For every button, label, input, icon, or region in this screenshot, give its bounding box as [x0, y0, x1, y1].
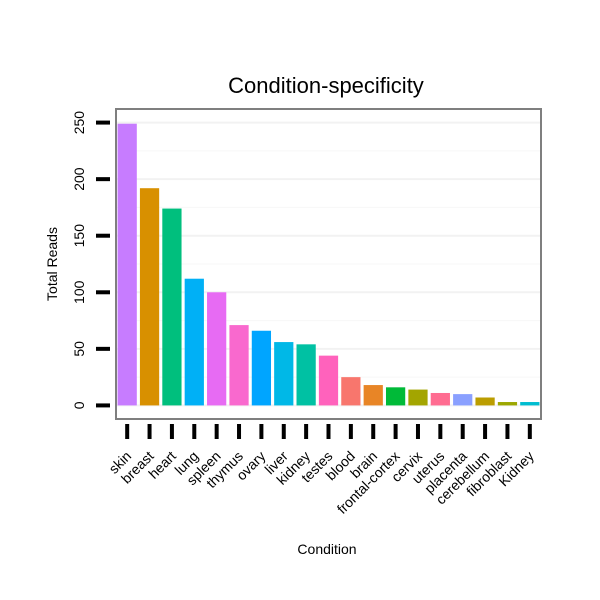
x-axis: skinbreastheartlungspleenthymusovarylive… [105, 424, 537, 517]
bar-uterus [430, 392, 450, 406]
bar-blood [341, 377, 361, 406]
y-axis: 0 50 100 150 200 250 [71, 111, 110, 409]
bar-breast [139, 188, 160, 406]
bar-spleen [207, 292, 227, 406]
y-axis-title: Total Reads [44, 227, 60, 301]
bar-skin [117, 123, 137, 406]
y-tick-label: 200 [71, 167, 87, 191]
chart-title: Condition-specificity [228, 73, 424, 98]
y-tick-label: 0 [71, 401, 87, 409]
bar-thymus [229, 325, 249, 406]
bars [117, 123, 540, 406]
bar-Kidney [520, 402, 540, 406]
bar-brain [363, 385, 383, 406]
y-tick-label: 250 [71, 111, 87, 135]
plot-border [115, 108, 542, 420]
bar-cerebellum [475, 397, 495, 406]
x-axis-title: Condition [297, 541, 356, 557]
bar-lung [184, 278, 204, 406]
y-tick-label: 150 [71, 224, 87, 248]
bar-liver [274, 342, 294, 406]
y-tick-label: 100 [71, 280, 87, 304]
bar-placenta [453, 394, 473, 406]
y-tick-label: 50 [71, 341, 87, 357]
bar-kidney [296, 344, 316, 406]
bar-cervix [408, 389, 428, 406]
bar-fibroblast [497, 402, 518, 406]
bar-heart [162, 208, 182, 406]
bar-testes [318, 355, 339, 406]
bar-frontal-cortex [385, 387, 406, 406]
bar-ovary [251, 330, 272, 406]
